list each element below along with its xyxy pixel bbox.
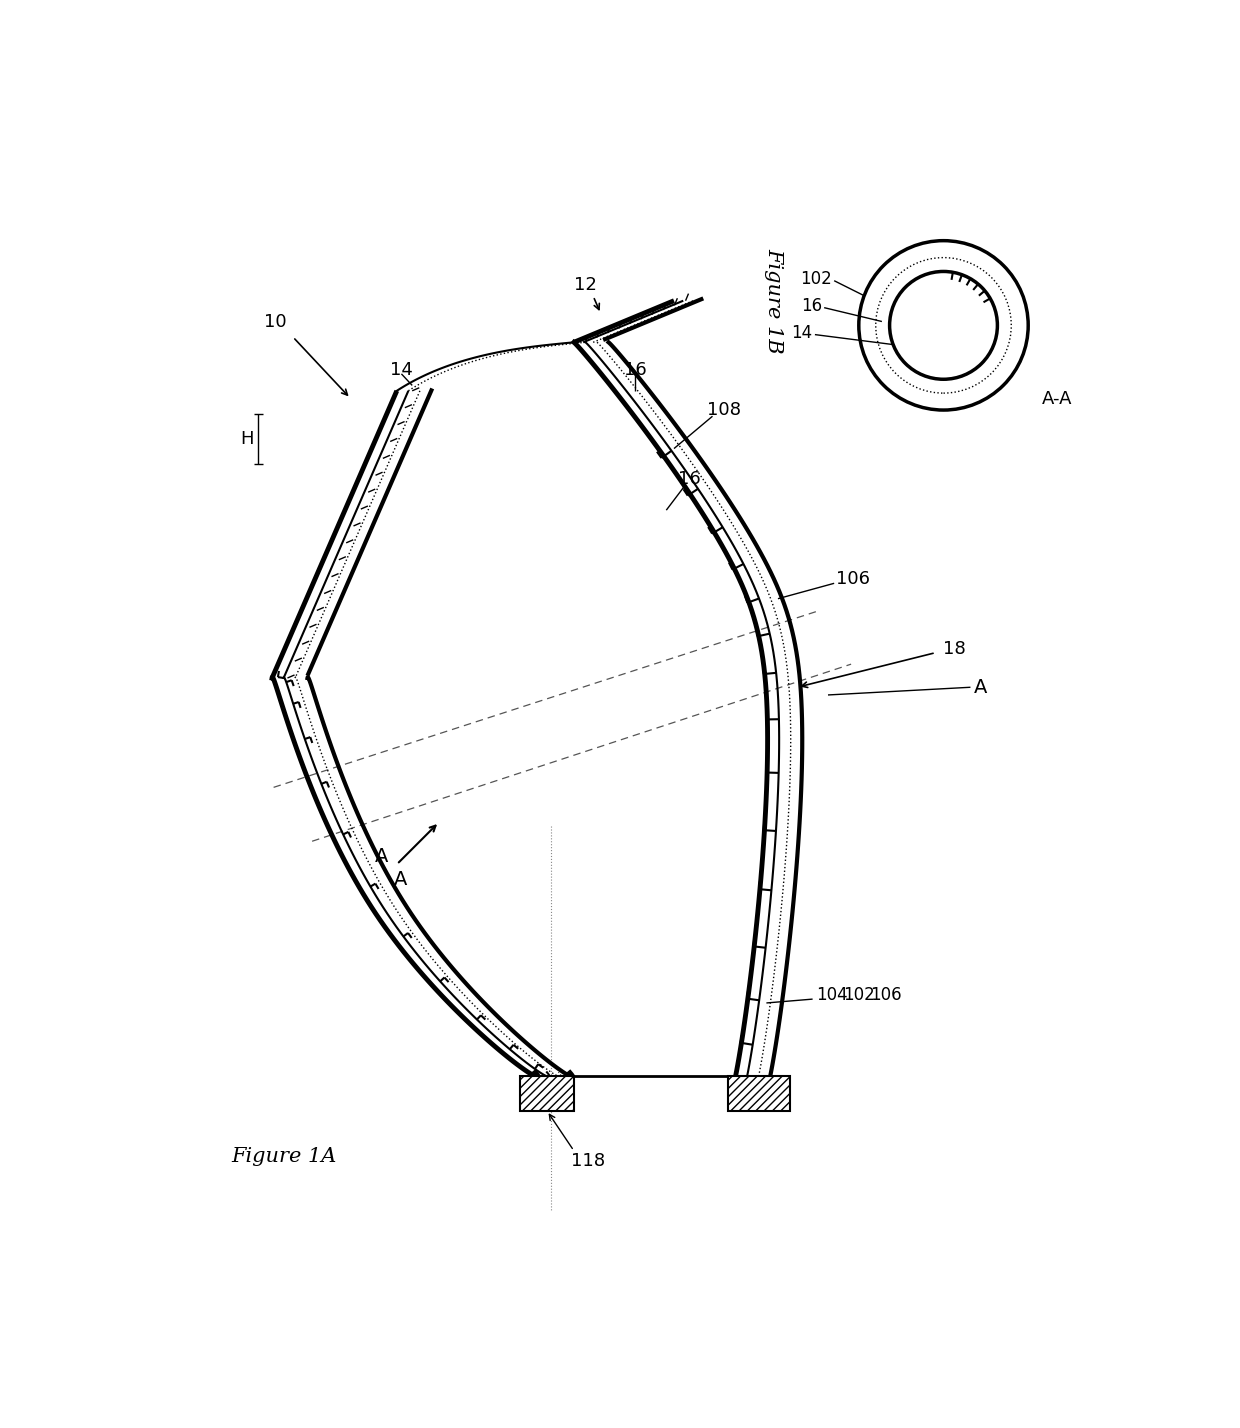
Text: 104: 104: [816, 987, 848, 1004]
Text: 118: 118: [570, 1152, 605, 1170]
Text: Figure 1A: Figure 1A: [231, 1148, 336, 1167]
Text: 106: 106: [870, 987, 901, 1004]
Text: A-A: A-A: [1042, 390, 1073, 407]
Text: 16: 16: [801, 297, 822, 316]
Text: 102: 102: [800, 270, 832, 288]
Text: 12: 12: [574, 277, 596, 294]
Text: 14: 14: [791, 324, 812, 343]
Text: A: A: [394, 870, 407, 890]
Text: A: A: [975, 678, 988, 697]
Text: 108: 108: [707, 401, 742, 418]
Polygon shape: [520, 1077, 574, 1111]
Text: 16: 16: [624, 361, 647, 378]
Text: 106: 106: [836, 570, 869, 588]
Text: 102: 102: [843, 987, 875, 1004]
Text: Figure 1B: Figure 1B: [765, 248, 784, 354]
Text: 14: 14: [391, 361, 413, 378]
Text: H: H: [239, 430, 253, 447]
Text: 10: 10: [264, 313, 286, 330]
Text: 18: 18: [944, 640, 966, 658]
Text: 16: 16: [678, 470, 701, 488]
Polygon shape: [728, 1077, 790, 1111]
Text: A: A: [374, 847, 388, 867]
